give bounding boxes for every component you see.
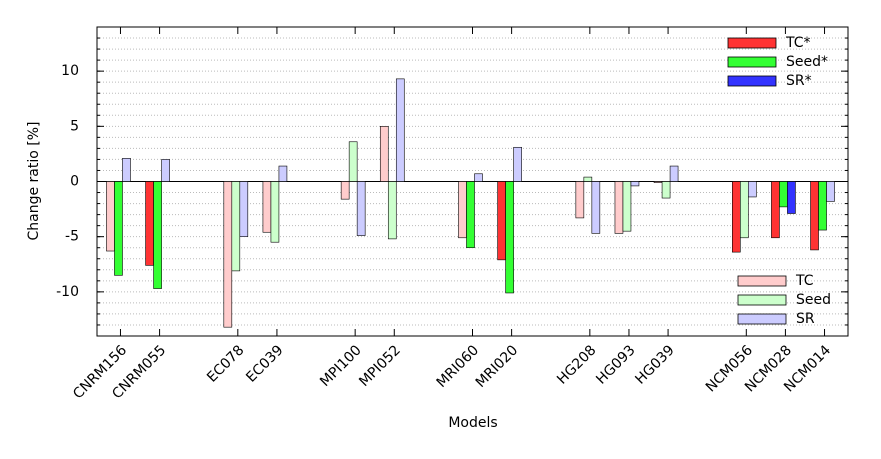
x-tick-label: MRI060 (434, 342, 483, 391)
bar (575, 181, 585, 219)
bar (466, 181, 475, 249)
bar (145, 181, 154, 266)
bar (748, 181, 757, 198)
y-tick-label: -10 (56, 284, 79, 300)
bar (239, 181, 249, 237)
bar (787, 181, 796, 214)
bar (591, 181, 601, 234)
bar (122, 158, 131, 182)
bar (583, 176, 593, 182)
bar (348, 141, 358, 182)
x-tick-label: EC078 (204, 342, 247, 385)
bar (153, 181, 162, 289)
legend-swatch (737, 275, 787, 287)
x-tick-label: HG093 (593, 342, 638, 387)
x-tick-label: MPI100 (317, 342, 365, 390)
bar (505, 181, 514, 294)
bar (826, 181, 835, 202)
bar (270, 181, 280, 243)
bar (474, 173, 483, 182)
legend-label: TC* (785, 35, 811, 51)
bar (497, 181, 506, 261)
bar (622, 181, 632, 232)
bar (106, 181, 115, 252)
x-tick-label: EC039 (243, 342, 286, 385)
bar (614, 181, 624, 234)
legend-label: TC (795, 273, 814, 289)
bar (732, 181, 741, 253)
legend-swatch (727, 75, 777, 87)
x-tick-label: MRI020 (473, 342, 522, 391)
bar (458, 181, 467, 239)
bar (395, 78, 405, 182)
plot-frame (96, 26, 849, 337)
y-tick-label: 0 (70, 174, 79, 190)
legend-label: Seed (796, 292, 831, 308)
bar (387, 181, 397, 240)
bar (740, 181, 749, 239)
y-tick-label: 5 (70, 118, 79, 134)
x-tick-label: HG039 (632, 342, 677, 387)
legend-swatch (727, 37, 777, 49)
x-axis-label: Models (448, 415, 497, 431)
legend-swatch (737, 313, 787, 325)
legend-label: SR (796, 311, 815, 327)
bar (669, 165, 679, 182)
bar (356, 181, 366, 236)
bar (630, 181, 640, 187)
x-tick-label: HG208 (554, 342, 599, 387)
y-tick-label: 10 (61, 63, 79, 79)
bar (278, 165, 288, 182)
legend-swatch (737, 294, 787, 306)
bar (262, 181, 272, 233)
legend-label: Seed* (786, 54, 828, 70)
bar (818, 181, 827, 231)
bar (661, 181, 671, 199)
bar (810, 181, 819, 251)
bar (161, 159, 170, 182)
bar (653, 181, 663, 183)
bar (779, 181, 788, 208)
y-tick-label: -5 (65, 229, 79, 245)
bar (771, 181, 780, 239)
x-tick-label: MPI052 (356, 342, 404, 390)
bar (223, 181, 233, 328)
bar (340, 181, 350, 200)
bar (379, 126, 389, 182)
bar (513, 146, 522, 182)
legend-label: SR* (786, 73, 812, 89)
bar (114, 181, 123, 276)
y-axis-label: Change ratio [%] (26, 121, 42, 240)
bar (231, 181, 241, 272)
legend-swatch (727, 56, 777, 68)
